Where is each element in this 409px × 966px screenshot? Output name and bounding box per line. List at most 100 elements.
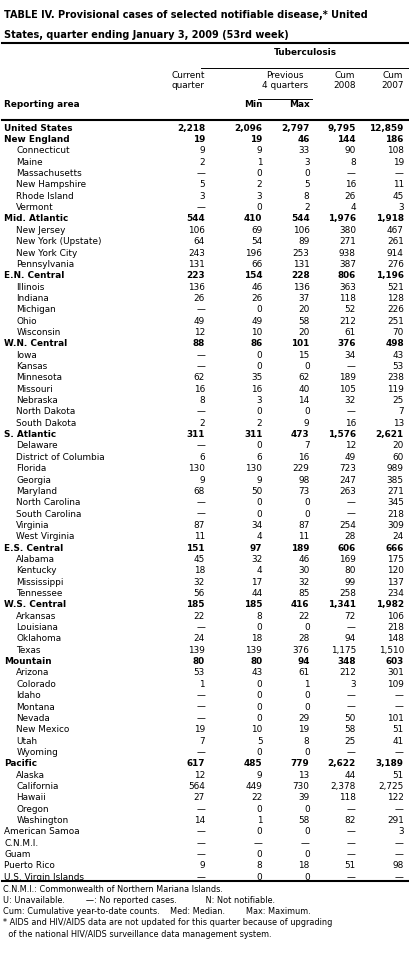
Text: —: — [346, 692, 355, 700]
Text: 0: 0 [256, 305, 262, 314]
Text: 410: 410 [243, 214, 262, 223]
Text: 101: 101 [290, 339, 309, 349]
Text: 271: 271 [386, 487, 403, 496]
Text: Reporting area: Reporting area [4, 100, 79, 109]
Text: 0: 0 [303, 498, 309, 507]
Text: 45: 45 [193, 555, 204, 564]
Text: 14: 14 [193, 816, 204, 825]
Text: Massachusetts: Massachusetts [16, 169, 82, 178]
Text: —: — [346, 510, 355, 519]
Text: 779: 779 [290, 759, 309, 768]
Text: 58: 58 [344, 725, 355, 734]
Text: 0: 0 [256, 828, 262, 837]
Text: —: — [346, 169, 355, 178]
Text: 13: 13 [298, 771, 309, 780]
Text: 261: 261 [386, 238, 403, 246]
Text: 137: 137 [386, 578, 403, 586]
Text: —: — [346, 702, 355, 712]
Text: 564: 564 [188, 782, 204, 791]
Text: 12: 12 [344, 441, 355, 450]
Text: 4: 4 [256, 566, 262, 576]
Text: Georgia: Georgia [16, 475, 51, 485]
Text: Michigan: Michigan [16, 305, 56, 314]
Text: Washington: Washington [16, 816, 68, 825]
Text: 2: 2 [256, 419, 262, 428]
Text: Montana: Montana [16, 702, 55, 712]
Text: 1,576: 1,576 [327, 430, 355, 440]
Text: —: — [196, 692, 204, 700]
Text: 136: 136 [188, 283, 204, 292]
Text: Hawaii: Hawaii [16, 793, 46, 803]
Text: 2,218: 2,218 [176, 124, 204, 132]
Text: 914: 914 [386, 248, 403, 258]
Text: 80: 80 [192, 657, 204, 667]
Text: 387: 387 [338, 260, 355, 269]
Text: 0: 0 [303, 702, 309, 712]
Text: 6: 6 [199, 453, 204, 462]
Text: 253: 253 [292, 248, 309, 258]
Text: 9,795: 9,795 [327, 124, 355, 132]
Text: 28: 28 [297, 635, 309, 643]
Text: 131: 131 [188, 260, 204, 269]
Text: —: — [196, 305, 204, 314]
Text: 39: 39 [298, 793, 309, 803]
Text: 43: 43 [251, 668, 262, 677]
Text: 0: 0 [303, 805, 309, 813]
Text: 2,797: 2,797 [281, 124, 309, 132]
Text: New England: New England [4, 135, 70, 144]
Text: C.N.M.I.: Commonwealth of Northern Mariana Islands.: C.N.M.I.: Commonwealth of Northern Maria… [3, 885, 222, 895]
Text: 69: 69 [251, 226, 262, 235]
Text: 50: 50 [251, 487, 262, 496]
Text: 9: 9 [256, 475, 262, 485]
Text: 27: 27 [193, 793, 204, 803]
Text: 90: 90 [344, 147, 355, 156]
Text: Tuberculosis: Tuberculosis [273, 48, 336, 57]
Text: Missouri: Missouri [16, 384, 53, 394]
Text: W.N. Central: W.N. Central [4, 339, 67, 349]
Text: 3: 3 [256, 396, 262, 405]
Text: Maine: Maine [16, 157, 43, 167]
Text: 25: 25 [344, 737, 355, 746]
Text: 3: 3 [303, 157, 309, 167]
Text: 0: 0 [256, 362, 262, 371]
Text: 223: 223 [186, 271, 204, 280]
Text: 46: 46 [297, 135, 309, 144]
Text: 189: 189 [338, 374, 355, 383]
Text: 50: 50 [344, 714, 355, 723]
Text: 0: 0 [256, 203, 262, 213]
Text: 120: 120 [386, 566, 403, 576]
Text: Florida: Florida [16, 465, 47, 473]
Text: 5: 5 [303, 181, 309, 189]
Text: 0: 0 [256, 169, 262, 178]
Text: 0: 0 [256, 805, 262, 813]
Text: —: — [196, 510, 204, 519]
Text: 0: 0 [303, 362, 309, 371]
Text: 88: 88 [192, 339, 204, 349]
Text: 33: 33 [298, 147, 309, 156]
Text: 498: 498 [384, 339, 403, 349]
Text: 251: 251 [386, 317, 403, 326]
Text: 0: 0 [303, 850, 309, 859]
Text: —: — [346, 850, 355, 859]
Text: —: — [196, 873, 204, 882]
Text: 7: 7 [303, 441, 309, 450]
Text: U.S. Virgin Islands: U.S. Virgin Islands [4, 873, 84, 882]
Text: 1: 1 [256, 157, 262, 167]
Text: 70: 70 [392, 328, 403, 337]
Text: 16: 16 [344, 419, 355, 428]
Text: 53: 53 [193, 668, 204, 677]
Text: 1,341: 1,341 [327, 601, 355, 610]
Text: TABLE IV. Provisional cases of selected notifiable disease,* United: TABLE IV. Provisional cases of selected … [4, 10, 367, 19]
Text: —: — [196, 169, 204, 178]
Text: 7: 7 [397, 408, 403, 416]
Text: 9: 9 [256, 147, 262, 156]
Text: 43: 43 [392, 351, 403, 359]
Text: 666: 666 [384, 544, 403, 553]
Text: 345: 345 [386, 498, 403, 507]
Text: 80: 80 [249, 657, 262, 667]
Text: —: — [196, 498, 204, 507]
Text: Min: Min [243, 100, 262, 109]
Text: Colorado: Colorado [16, 680, 56, 689]
Text: 25: 25 [392, 396, 403, 405]
Text: 3: 3 [397, 828, 403, 837]
